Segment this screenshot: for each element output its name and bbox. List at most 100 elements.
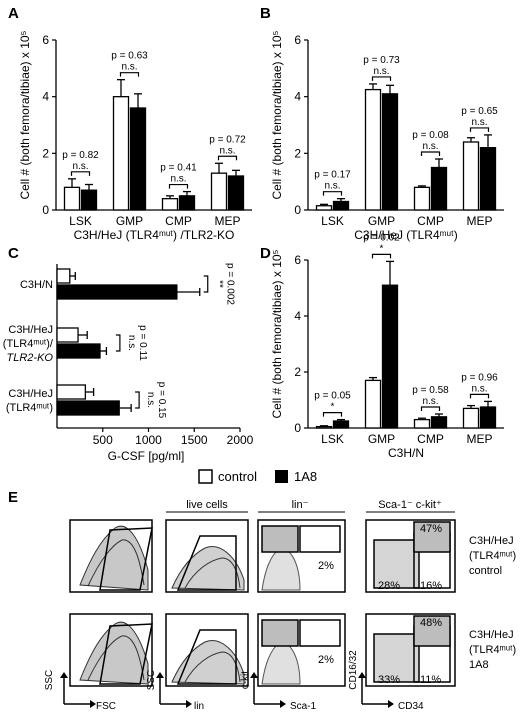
bar-charts-layer: 0 2 4 6 Cell # (both femora/tibiae) x 10⁵ LSK… bbox=[18, 30, 504, 460]
row-label-line: 1A8 bbox=[469, 659, 489, 671]
header-lin-neg: lin⁻ bbox=[292, 499, 309, 511]
significance-bracket bbox=[217, 155, 238, 161]
bar-1a8 bbox=[479, 147, 497, 211]
row-label-line: (TLR4ᵐᵘᵗ) bbox=[469, 550, 516, 562]
flow-row-control: 2% 47% 28% 16% C3H/HeJ (TLR4ᵐᵘᵗ) control bbox=[69, 519, 516, 593]
significance-mark: n.s. bbox=[471, 117, 487, 128]
y-axis-label: Cell # (both femora/tibiae) x 10⁵ bbox=[270, 249, 284, 418]
row-label-line: (TLR4ᵐᵘᵗ) bbox=[469, 644, 516, 656]
pct-mep-1a8: 33% bbox=[378, 674, 400, 686]
p-value: p = 0.82 bbox=[62, 150, 99, 161]
legend: control 1A8 bbox=[198, 469, 317, 484]
legend-swatch-1a8 bbox=[275, 470, 288, 483]
lin-neg-gate bbox=[176, 629, 237, 685]
x-tick-label: 500 bbox=[93, 433, 113, 447]
significance-bracket bbox=[322, 412, 343, 417]
axis-arrow-plot1 bbox=[63, 676, 92, 705]
y-tick-label: 0 bbox=[294, 421, 301, 435]
significance-bracket bbox=[420, 151, 441, 156]
significance-mark: n.s. bbox=[72, 161, 88, 172]
arrow-heads bbox=[358, 672, 394, 708]
bar-control bbox=[315, 425, 333, 429]
contour-density bbox=[171, 640, 245, 685]
chart-d: 0 2 4 6 Cell # (both femora/tibiae) x 10⁵ LSK… bbox=[270, 232, 504, 460]
bar-1a8 bbox=[56, 284, 178, 300]
flow-plot-lin-ssc bbox=[165, 613, 249, 687]
bar-1a8 bbox=[129, 107, 147, 211]
p-value: p = 0.02 bbox=[363, 232, 400, 243]
axis-label-x: Sca-1 bbox=[290, 701, 317, 712]
significance-bracket bbox=[168, 183, 189, 189]
bar-1a8 bbox=[332, 200, 350, 211]
category-label-line: C3H/N bbox=[20, 279, 53, 291]
bar-control bbox=[364, 88, 382, 211]
y-tick-label: 2 bbox=[294, 365, 301, 379]
axis-label-y: SSC bbox=[44, 670, 55, 691]
gate-gmp bbox=[413, 615, 451, 647]
bar-1a8 bbox=[430, 166, 448, 211]
legend-label-1a8: 1A8 bbox=[294, 469, 317, 484]
significance-bracket bbox=[371, 76, 392, 81]
pct-cmp-1a8: 11% bbox=[420, 674, 441, 686]
significance-mark: n.s. bbox=[422, 396, 438, 407]
x-tick-label: MEP bbox=[466, 432, 492, 446]
flow-cytometry-panel: live cells lin⁻ Sca-1⁻ c-kit⁺ 2% 47% 2 bbox=[44, 499, 516, 712]
gate-mep bbox=[373, 539, 420, 589]
y-tick-label: 4 bbox=[294, 309, 301, 323]
pct-lin-control: 2% bbox=[318, 560, 334, 572]
header-live-cells: live cells bbox=[186, 499, 228, 511]
lsk-gate-right bbox=[299, 525, 341, 553]
significance-bracket bbox=[115, 334, 121, 352]
panel-letter-b: B bbox=[260, 5, 271, 22]
x-axis-label: C3H/HeJ (TLR4ᵐᵘᵗ) bbox=[354, 228, 457, 242]
p-value: p = 0.58 bbox=[412, 385, 449, 396]
p-value: p = 0.63 bbox=[111, 51, 148, 62]
bar-1a8 bbox=[381, 284, 399, 429]
arrow-heads bbox=[60, 672, 96, 708]
x-tick-label: 1000 bbox=[135, 433, 162, 447]
y-axis-label: Cell # (both femora/tibiae) x 10⁵ bbox=[18, 30, 32, 199]
significance-bracket bbox=[203, 275, 209, 293]
bar-1a8 bbox=[381, 93, 399, 211]
flow-plot-fsc-ssc bbox=[69, 613, 153, 687]
row-label-line: C3H/HeJ bbox=[469, 535, 514, 547]
arrow-heads bbox=[250, 672, 286, 708]
bar-1a8 bbox=[178, 195, 196, 211]
significance-mark: n.s. bbox=[170, 174, 186, 185]
gate-gmp bbox=[413, 521, 451, 553]
significance-mark: n.s. bbox=[219, 145, 235, 156]
p-value: p = 0.05 bbox=[314, 391, 351, 402]
row-label-line: C3H/HeJ bbox=[469, 629, 514, 641]
axis-label-x: FSC bbox=[96, 701, 116, 712]
arrow-heads bbox=[156, 672, 192, 708]
pct-gmp-control: 47% bbox=[420, 523, 442, 535]
pct-lin-1a8: 2% bbox=[318, 654, 334, 666]
bar-control bbox=[413, 186, 431, 211]
significance-bracket bbox=[371, 253, 392, 259]
y-tick-label: 6 bbox=[294, 33, 301, 47]
x-axis-label: C3H/HeJ (TLR4ᵐᵘᵗ) /TLR2-KO bbox=[74, 228, 235, 242]
x-tick-label: CMP bbox=[417, 214, 444, 228]
bar-control bbox=[56, 327, 79, 343]
axis-label-y: c-kit bbox=[240, 671, 251, 690]
bar-control bbox=[413, 418, 431, 429]
bar-control bbox=[161, 198, 179, 211]
y-tick-label: 2 bbox=[42, 146, 49, 160]
flow-plot-lin-ssc bbox=[165, 519, 249, 593]
significance-bracket bbox=[70, 171, 91, 176]
x-tick-label: 2000 bbox=[227, 433, 254, 447]
lsk-gate-left bbox=[261, 525, 299, 553]
flow-plot-sca-ckit bbox=[257, 613, 346, 687]
chart-a: 0 2 4 6 Cell # (both femora/tibiae) x 10⁵ LSK… bbox=[18, 30, 252, 242]
significance-bracket bbox=[469, 393, 490, 399]
category-label-line: (TLR4ᵐᵘᵗ) bbox=[6, 402, 53, 414]
axis-arrow-plot3 bbox=[253, 676, 282, 705]
y-tick-label: 6 bbox=[294, 253, 301, 267]
axis-arrow-plot2 bbox=[159, 676, 188, 705]
flow-plot-sca-ckit bbox=[257, 519, 346, 593]
contour-density bbox=[261, 547, 301, 591]
significance-mark: n.s. bbox=[145, 392, 156, 408]
panel-letter-d: D bbox=[260, 245, 271, 262]
